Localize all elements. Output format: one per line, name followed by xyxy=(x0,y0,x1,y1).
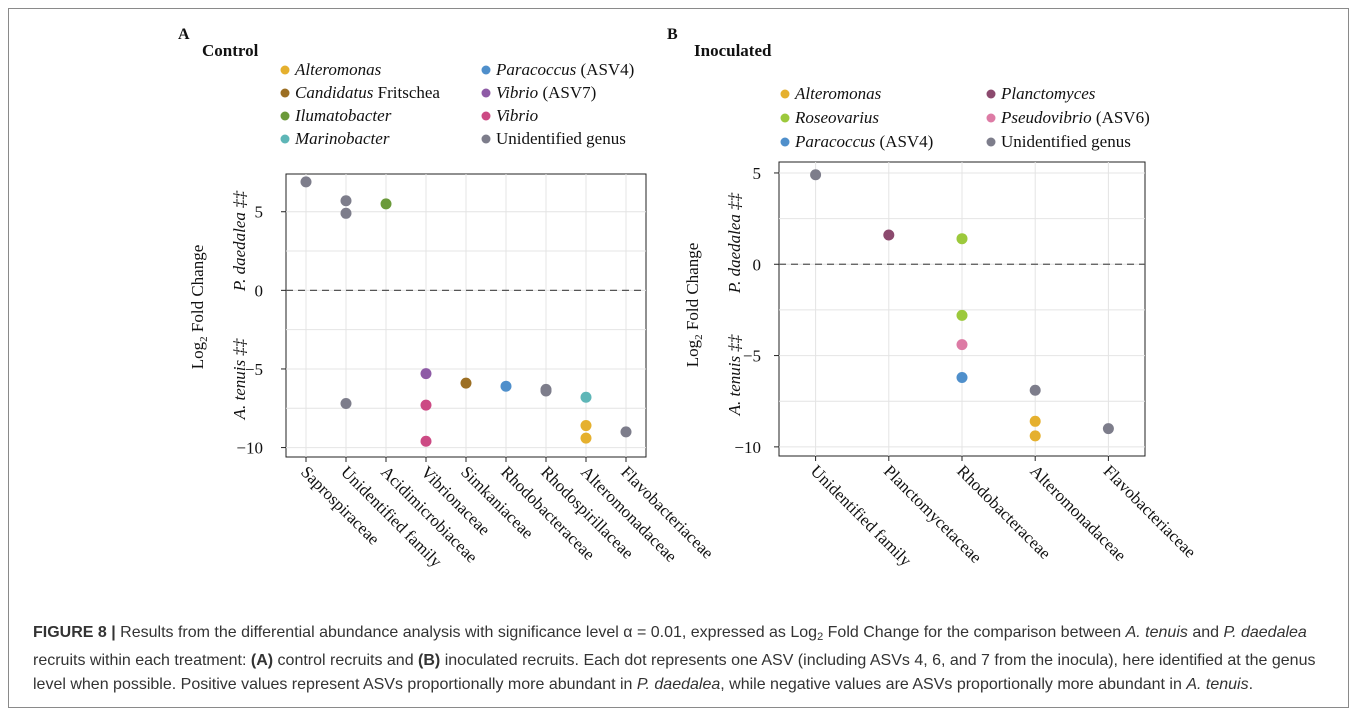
data-point xyxy=(420,368,432,380)
y-tick-label: 0 xyxy=(255,281,264,300)
caption-species: A. tenuis xyxy=(1125,624,1188,641)
y-tick-label: 5 xyxy=(255,203,264,222)
caption-subscript: 2 xyxy=(817,631,824,643)
legend-label: Ilumatobacter xyxy=(294,106,392,125)
y-tick-label: −5 xyxy=(245,360,263,379)
caption-species: P. daedalea xyxy=(1223,624,1307,641)
data-point xyxy=(956,233,968,245)
y-tick-label: −5 xyxy=(743,347,761,366)
data-point xyxy=(956,339,968,351)
caption-text: . xyxy=(1248,676,1254,693)
data-point xyxy=(340,398,352,410)
data-point xyxy=(810,169,822,181)
legend-label: Alteromonas xyxy=(794,84,882,103)
legend-swatch xyxy=(481,111,491,121)
data-point xyxy=(620,426,632,438)
data-point xyxy=(380,198,392,210)
figure-frame: A Control Alteromonas Candidatus Fritschea I… xyxy=(8,8,1349,708)
y-tick-label: 5 xyxy=(753,164,762,183)
legend-swatch xyxy=(780,113,790,123)
legend-swatch xyxy=(280,65,290,75)
data-point xyxy=(340,207,352,219)
legend-label: Unidentified genus xyxy=(496,129,626,148)
legend-swatch xyxy=(481,134,491,144)
data-point xyxy=(340,195,352,207)
caption-text: recruits within each treatment: xyxy=(33,652,251,669)
caption-text: inoculated recruits. Each dot represents… xyxy=(33,652,1316,693)
legend-swatch xyxy=(986,113,996,123)
caption-text: and xyxy=(1187,624,1224,641)
legend-label: Candidatus Fritschea xyxy=(295,83,440,102)
data-point xyxy=(420,399,432,411)
y-axis-label-bottom: A. tenuis ‡‡ xyxy=(230,338,249,420)
legend-swatch xyxy=(280,88,290,98)
panel-letter: A xyxy=(178,26,190,43)
legend-label: Marinobacter xyxy=(294,129,390,148)
legend-swatch xyxy=(481,65,491,75)
legend-label: Unidentified genus xyxy=(1001,132,1131,151)
y-tick-label: −10 xyxy=(734,438,761,457)
data-point xyxy=(1029,415,1041,427)
legend-label: Planctomyces xyxy=(1000,84,1096,103)
caption-text: , while negative values are ASVs proport… xyxy=(720,676,1187,693)
legend-swatch xyxy=(780,137,790,147)
panel-title: Inoculated xyxy=(694,41,772,60)
legend-label: Paracoccus (ASV4) xyxy=(794,132,933,151)
data-point xyxy=(1102,423,1114,435)
data-point xyxy=(580,432,592,444)
data-point xyxy=(883,229,895,241)
data-point xyxy=(580,391,592,403)
caption-panel-ref: (A) xyxy=(250,652,274,669)
legend-swatch xyxy=(481,88,491,98)
data-point xyxy=(540,385,552,397)
caption-text: Fold Change for the comparison between xyxy=(823,624,1126,641)
panel-title: Control xyxy=(202,41,259,60)
data-point xyxy=(1029,384,1041,396)
y-axis-label: Log2 Fold Change xyxy=(188,245,210,370)
legend-swatch xyxy=(986,137,996,147)
legend-label: Vibrio (ASV7) xyxy=(496,83,596,102)
data-point xyxy=(956,371,968,383)
y-tick-label: −10 xyxy=(236,439,263,458)
data-point xyxy=(500,380,512,392)
y-axis-label-top: P. daedalea ‡‡ xyxy=(230,190,249,292)
legend-label: Vibrio xyxy=(496,106,538,125)
legend-label: Pseudovibrio (ASV6) xyxy=(1000,108,1150,127)
data-point xyxy=(1029,430,1041,442)
caption-species: P. daedalea xyxy=(636,676,721,693)
panel-letter: B xyxy=(667,26,678,43)
caption-figure-label: FIGURE 8 | xyxy=(33,624,116,641)
caption-text: Results from the differential abundance … xyxy=(115,624,818,641)
figure-canvas: A Control Alteromonas Candidatus Fritschea I… xyxy=(178,26,1200,571)
legend-label: Roseovarius xyxy=(794,108,879,127)
figure-caption: FIGURE 8 | Results from the differential… xyxy=(33,621,1333,697)
legend-swatch xyxy=(780,89,790,99)
legend-swatch xyxy=(986,89,996,99)
legend-label: Alteromonas xyxy=(294,60,382,79)
y-axis-label-bottom: A. tenuis ‡‡ xyxy=(725,334,744,416)
legend-swatch xyxy=(280,111,290,121)
data-point xyxy=(580,420,592,432)
data-point xyxy=(420,435,432,447)
legend-label: Paracoccus (ASV4) xyxy=(495,60,634,79)
caption-text: control recruits and xyxy=(273,652,419,669)
data-point xyxy=(956,309,968,321)
y-tick-label: 0 xyxy=(753,255,762,274)
y-axis-label: Log2 Fold Change xyxy=(683,243,705,368)
data-point xyxy=(300,176,312,188)
legend-swatch xyxy=(280,134,290,144)
y-axis-label-top: P. daedalea ‡‡ xyxy=(725,192,744,294)
caption-species: A. tenuis xyxy=(1186,676,1249,693)
data-point xyxy=(460,377,472,389)
caption-panel-ref: (B) xyxy=(418,652,441,669)
